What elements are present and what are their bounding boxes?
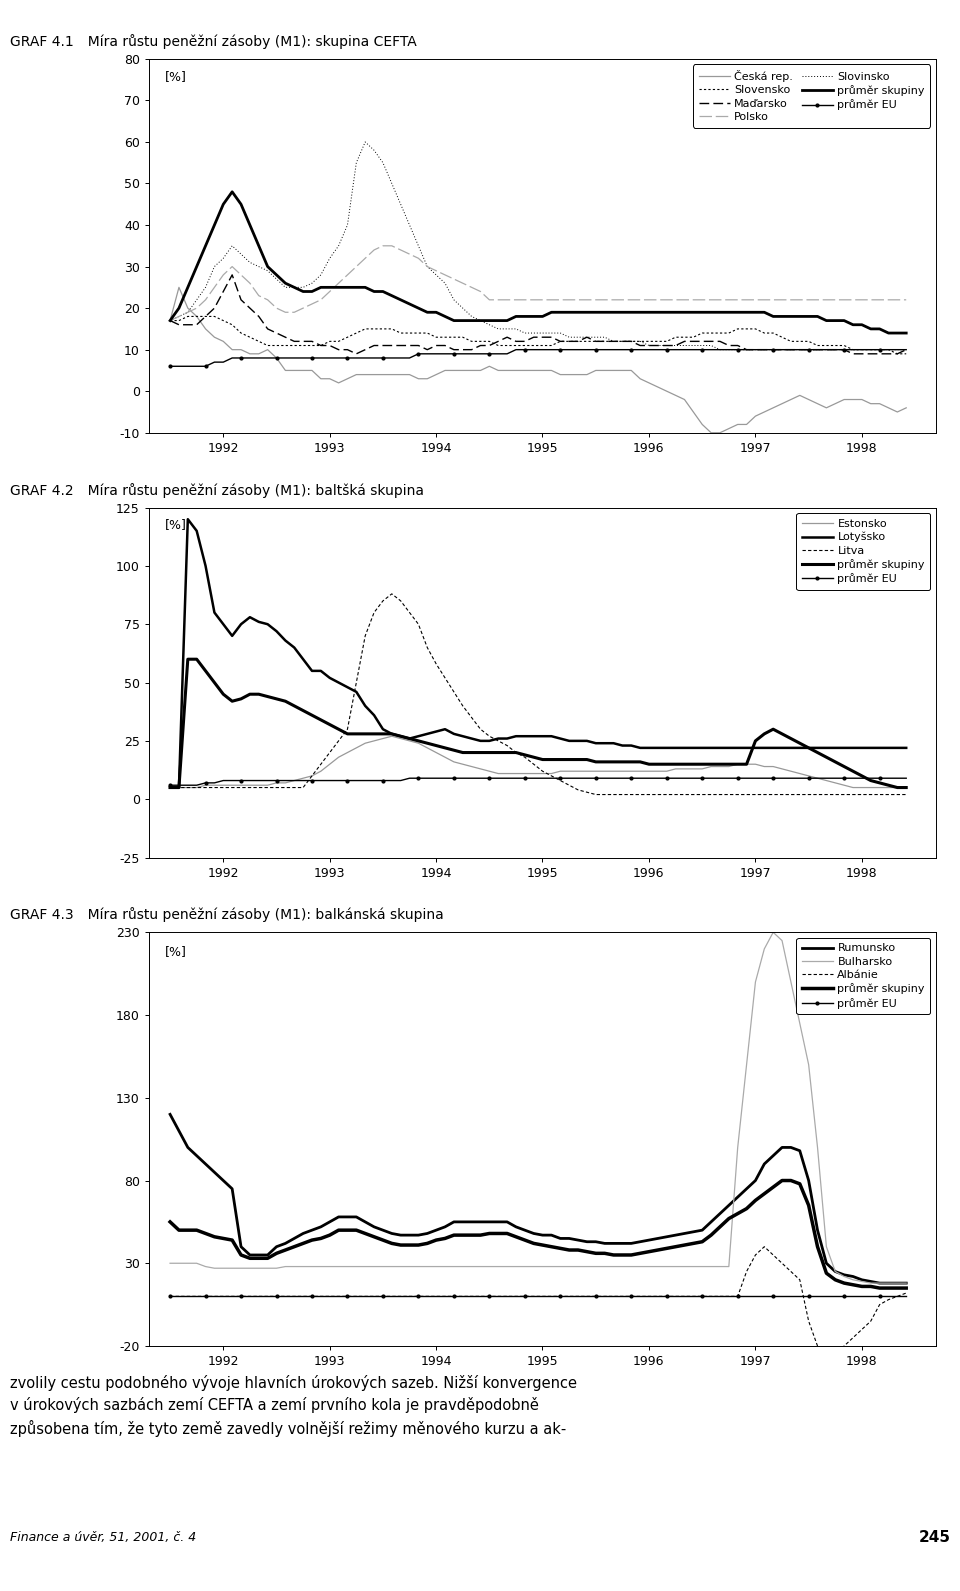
Text: [%]: [%] (164, 945, 186, 958)
Legend: Česká rep., Slovensko, Maďarsko, Polsko, Slovinsko, průměr skupiny, průměr EU: Česká rep., Slovensko, Maďarsko, Polsko,… (693, 64, 930, 127)
Text: GRAF 4.1  Míra růstu peněžní zásoby (M1): skupina CEFTA: GRAF 4.1 Míra růstu peněžní zásoby (M1):… (10, 33, 417, 49)
Text: [%]: [%] (164, 70, 186, 83)
Text: zvolily cestu podobného vývoje hlavních úrokových sazeb. Nižší konvergence
v úro: zvolily cestu podobného vývoje hlavních … (10, 1375, 577, 1437)
Legend: Estonsko, Lotyšsko, Litva, průměr skupiny, průměr EU: Estonsko, Lotyšsko, Litva, průměr skupin… (796, 512, 930, 590)
Text: 245: 245 (919, 1531, 950, 1545)
Text: Finance a úvěr, 51, 2001, č. 4: Finance a úvěr, 51, 2001, č. 4 (10, 1531, 196, 1545)
Text: [%]: [%] (164, 519, 186, 531)
Legend: Rumunsko, Bulharsko, Albánie, průměr skupiny, průměr EU: Rumunsko, Bulharsko, Albánie, průměr sku… (796, 937, 930, 1013)
Text: GRAF 4.3  Míra růstu peněžní zásoby (M1): balkánská skupina: GRAF 4.3 Míra růstu peněžní zásoby (M1):… (10, 907, 444, 923)
Text: GRAF 4.2  Míra růstu peněžní zásoby (M1): baltšká skupina: GRAF 4.2 Míra růstu peněžní zásoby (M1):… (10, 482, 423, 498)
